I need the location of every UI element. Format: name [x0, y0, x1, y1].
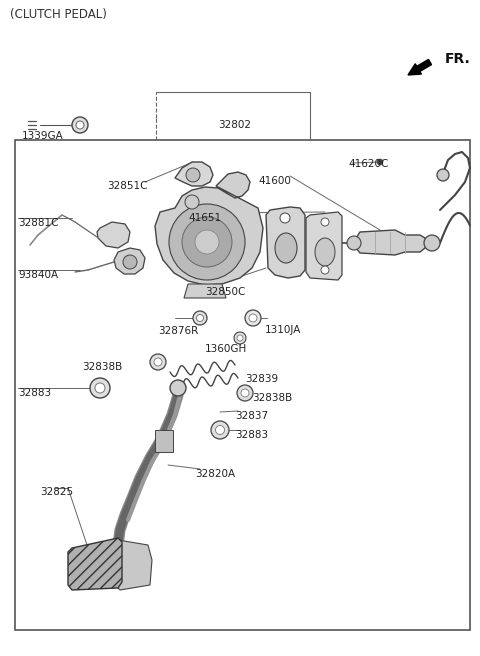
Bar — [155, 430, 173, 452]
Circle shape — [186, 168, 200, 182]
Circle shape — [169, 204, 245, 280]
Polygon shape — [175, 162, 213, 186]
Circle shape — [196, 314, 204, 321]
Circle shape — [347, 236, 361, 250]
Circle shape — [90, 378, 110, 398]
Circle shape — [280, 213, 290, 223]
Circle shape — [321, 266, 329, 274]
Text: 93840A: 93840A — [18, 270, 58, 280]
Text: 32825: 32825 — [40, 487, 73, 497]
Text: 32820A: 32820A — [195, 469, 235, 479]
Polygon shape — [118, 540, 152, 590]
Bar — [15, 140, 470, 630]
Circle shape — [195, 230, 219, 254]
Text: FR.: FR. — [445, 52, 471, 66]
Circle shape — [377, 159, 383, 165]
Polygon shape — [306, 212, 342, 280]
Circle shape — [234, 332, 246, 344]
FancyArrow shape — [408, 60, 432, 75]
Circle shape — [123, 255, 137, 269]
Text: 32838B: 32838B — [252, 393, 292, 403]
Text: 32839: 32839 — [245, 374, 278, 384]
Text: 32838B: 32838B — [82, 362, 122, 372]
Text: 41600: 41600 — [258, 176, 291, 186]
Circle shape — [237, 385, 253, 401]
Text: 32876R: 32876R — [158, 326, 198, 336]
Polygon shape — [155, 172, 263, 285]
Circle shape — [182, 217, 232, 267]
Polygon shape — [68, 538, 122, 590]
Circle shape — [185, 195, 199, 209]
Text: 32881C: 32881C — [18, 218, 59, 228]
Circle shape — [95, 383, 105, 393]
Circle shape — [193, 311, 207, 325]
Circle shape — [72, 117, 88, 133]
Circle shape — [321, 218, 329, 226]
Circle shape — [424, 235, 440, 251]
Polygon shape — [354, 230, 428, 255]
Circle shape — [150, 354, 166, 370]
Circle shape — [170, 380, 186, 396]
Circle shape — [245, 310, 261, 326]
Circle shape — [154, 358, 162, 366]
Text: 32850C: 32850C — [205, 287, 245, 297]
Circle shape — [216, 426, 225, 434]
Text: (CLUTCH PEDAL): (CLUTCH PEDAL) — [10, 8, 107, 21]
Text: 32883: 32883 — [18, 388, 51, 398]
Circle shape — [437, 169, 449, 181]
Polygon shape — [97, 222, 130, 248]
Text: 32802: 32802 — [218, 120, 251, 130]
Polygon shape — [184, 284, 226, 298]
Text: 1310JA: 1310JA — [265, 325, 301, 335]
Text: 32851C: 32851C — [107, 181, 147, 191]
Text: 32883: 32883 — [235, 430, 268, 440]
Ellipse shape — [315, 238, 335, 266]
Ellipse shape — [275, 233, 297, 263]
Polygon shape — [266, 207, 305, 278]
Polygon shape — [114, 248, 145, 274]
Circle shape — [249, 314, 257, 322]
Circle shape — [237, 335, 243, 341]
Text: 41651: 41651 — [188, 213, 221, 223]
Text: 1360GH: 1360GH — [205, 344, 247, 354]
Circle shape — [241, 389, 249, 397]
Text: 1339GA: 1339GA — [22, 131, 64, 141]
Text: 32837: 32837 — [235, 411, 268, 421]
Text: 41620C: 41620C — [348, 159, 388, 169]
Circle shape — [76, 121, 84, 129]
Circle shape — [211, 421, 229, 439]
